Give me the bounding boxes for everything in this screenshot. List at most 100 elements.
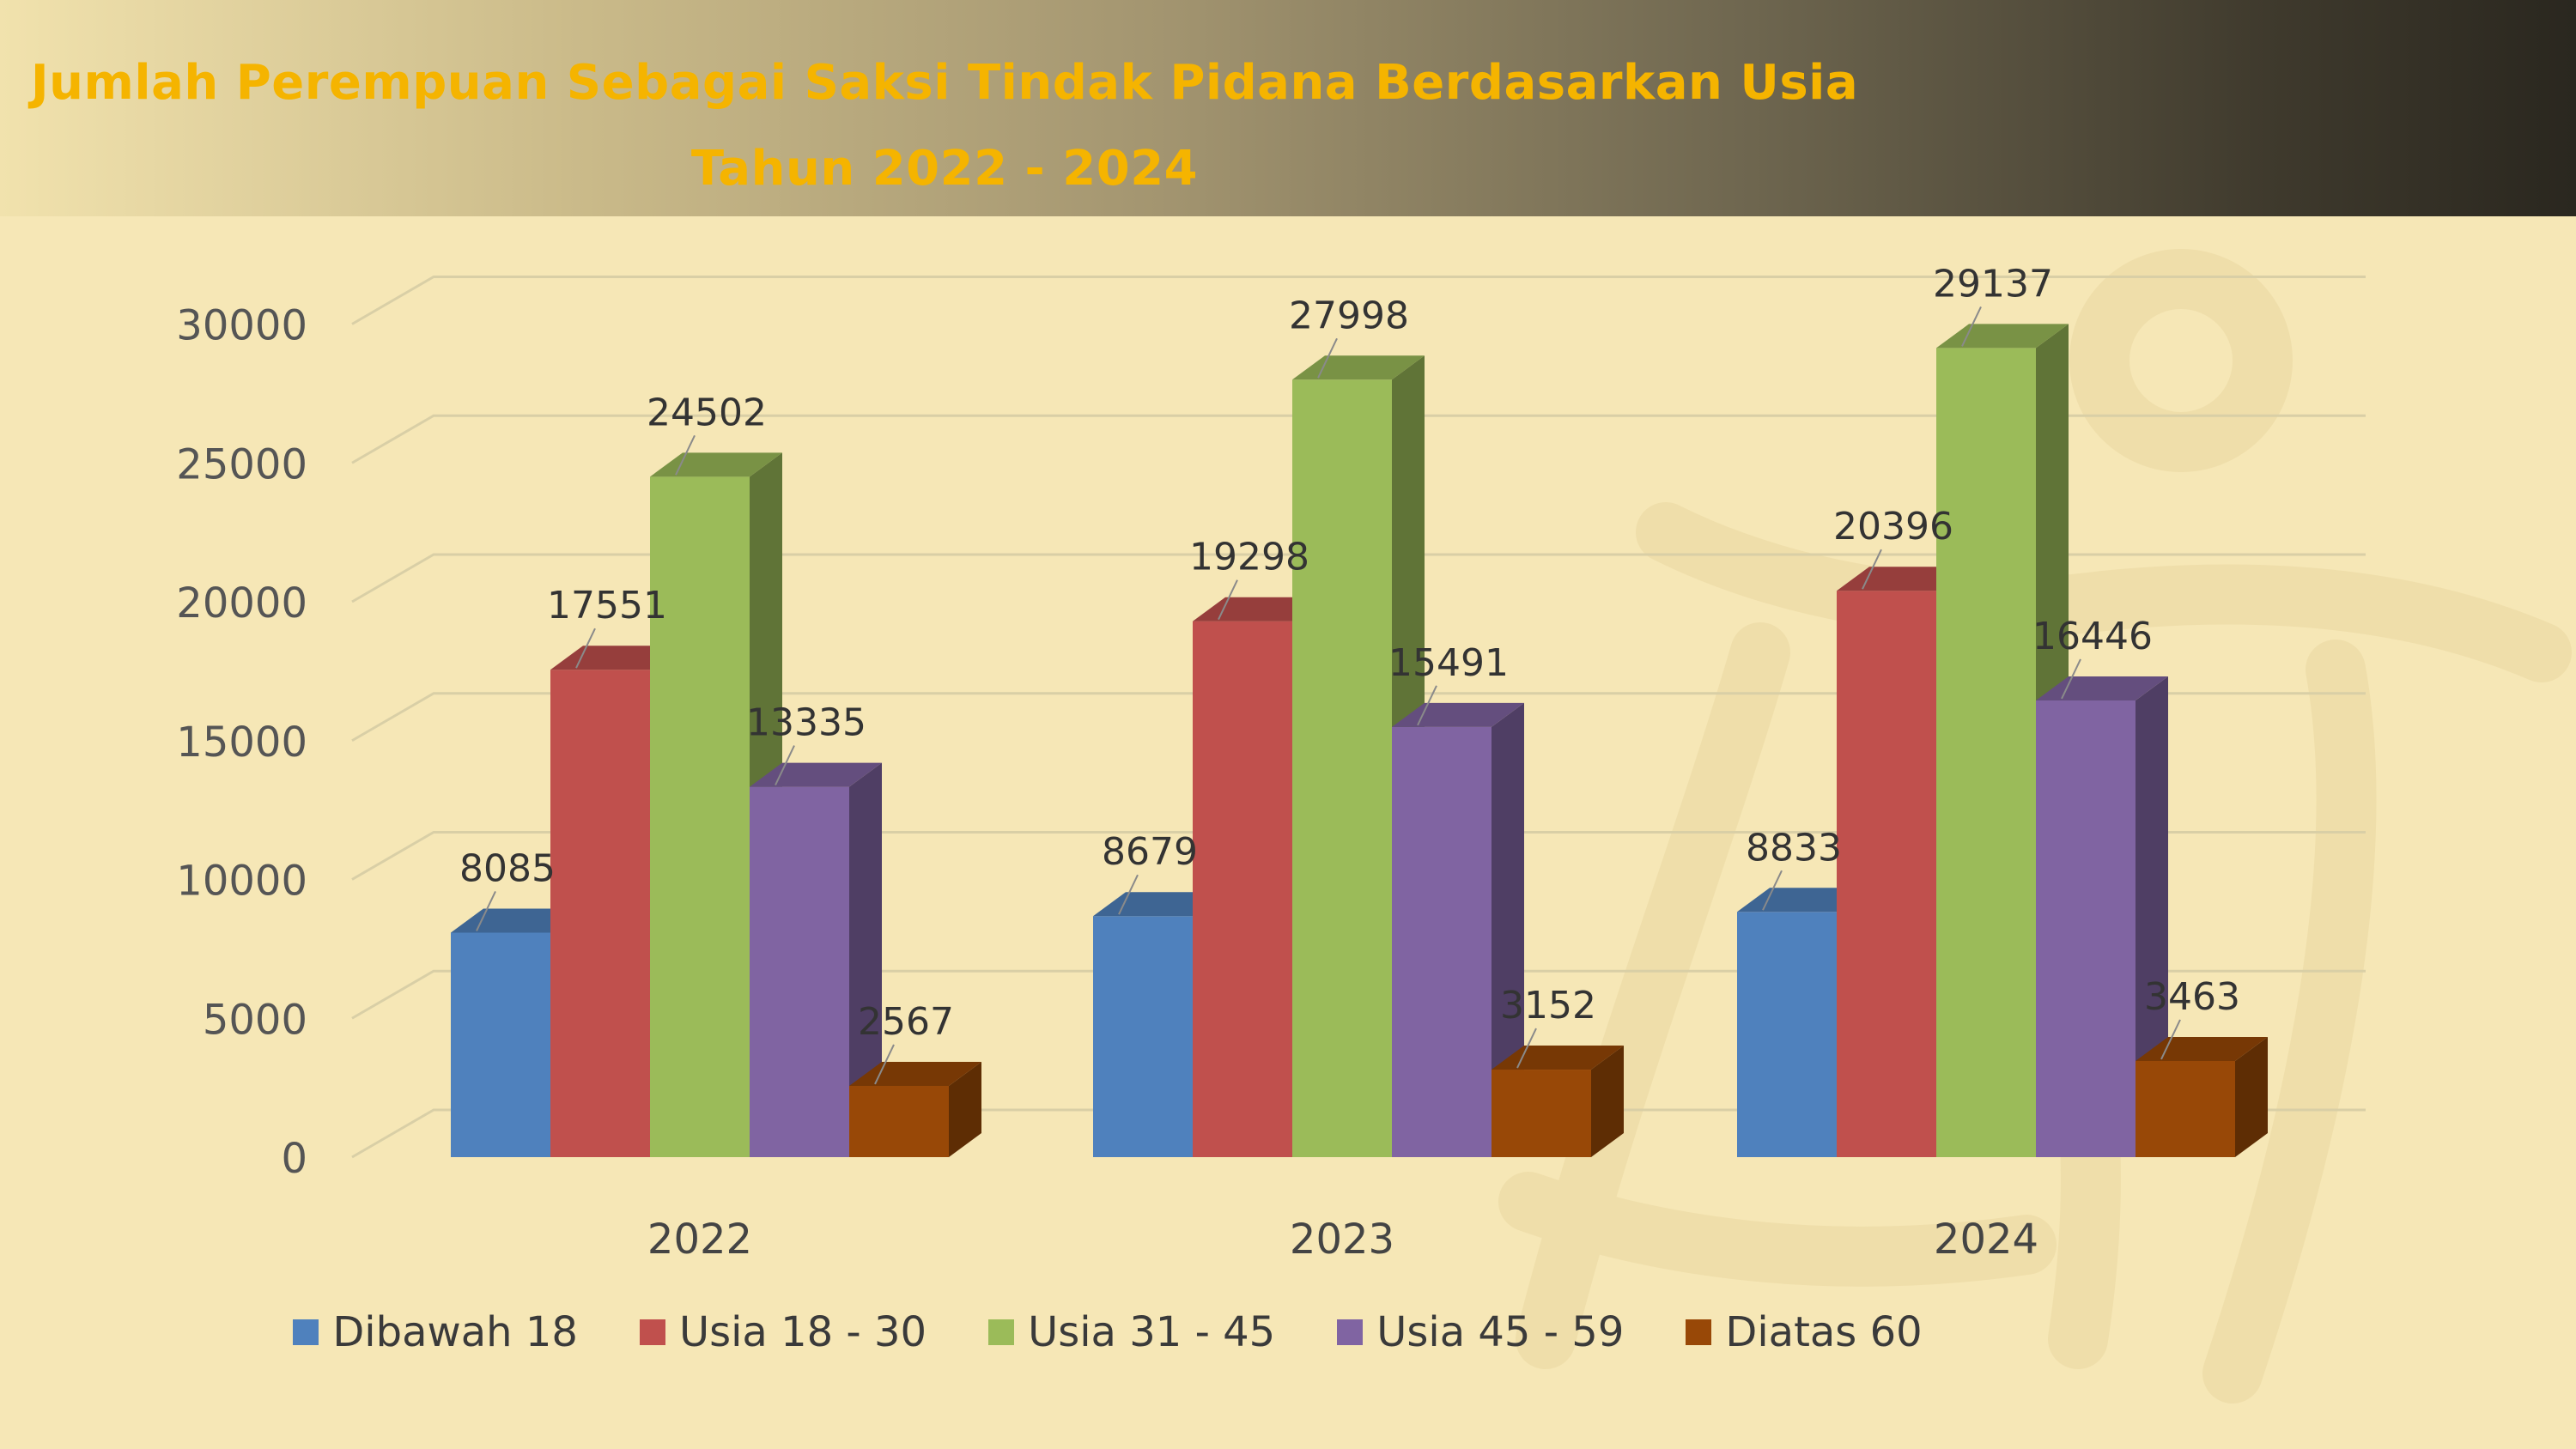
y-tick-label: 30000 bbox=[176, 302, 307, 350]
bar bbox=[2036, 676, 2168, 1157]
bar-front bbox=[451, 932, 550, 1157]
data-label-leader bbox=[775, 745, 795, 786]
grid-line bbox=[351, 276, 2366, 325]
y-tick-label: 25000 bbox=[176, 440, 307, 488]
bar bbox=[1392, 702, 1524, 1157]
data-label-leader bbox=[1118, 874, 1139, 915]
legend-label: Dibawah 18 bbox=[332, 1308, 578, 1356]
bar-side bbox=[849, 762, 882, 1157]
bar-front bbox=[1837, 591, 1936, 1157]
data-label: 8085 bbox=[459, 846, 556, 890]
data-label: 19298 bbox=[1189, 536, 1309, 579]
legend-label: Diatas 60 bbox=[1725, 1308, 1923, 1356]
y-axis: 0 5000 10000 15000 20000 25000 30000 bbox=[176, 302, 307, 1184]
grid-line bbox=[351, 831, 2366, 881]
bar-front bbox=[1737, 912, 1837, 1157]
data-label: 17551 bbox=[547, 584, 667, 627]
data-label: 8679 bbox=[1102, 830, 1198, 874]
bar-front bbox=[1392, 726, 1492, 1157]
bar-side bbox=[2235, 1036, 2268, 1157]
data-label-leader bbox=[2061, 658, 2081, 700]
legend-item: Usia 18 - 30 bbox=[639, 1308, 927, 1356]
y-tick-label: 20000 bbox=[176, 579, 307, 627]
chart-subtitle: Tahun 2022 - 2024 bbox=[690, 141, 1199, 197]
y-tick-label: 10000 bbox=[176, 858, 307, 906]
data-label-leader bbox=[1961, 306, 1982, 347]
y-tick-label: 0 bbox=[281, 1135, 307, 1183]
bar-side bbox=[1591, 1046, 1624, 1157]
legend-swatch bbox=[639, 1319, 665, 1345]
bar-side bbox=[1492, 702, 1524, 1157]
legend-item: Usia 31 - 45 bbox=[988, 1308, 1275, 1356]
bar-front bbox=[2136, 1060, 2235, 1157]
grid-line bbox=[351, 414, 2366, 464]
legend-swatch bbox=[293, 1319, 319, 1345]
data-label: 8833 bbox=[1746, 826, 1842, 870]
data-label-leader bbox=[1218, 579, 1238, 621]
bar-front bbox=[1292, 379, 1392, 1157]
data-label: 3463 bbox=[2144, 975, 2240, 1019]
legend-list: Dibawah 18 Usia 18 - 30 Usia 31 - 45 Usia 4… bbox=[293, 1308, 1923, 1356]
chart-header-band: Jumlah Perempuan Sebagai Saksi Tindak Pi… bbox=[0, 0, 2576, 216]
bars bbox=[451, 324, 2268, 1157]
bar-front bbox=[650, 476, 750, 1157]
legend-label: Usia 31 - 45 bbox=[1028, 1308, 1276, 1356]
data-label-leader bbox=[1317, 337, 1338, 379]
legend-swatch bbox=[988, 1319, 1015, 1345]
y-tick-label: 15000 bbox=[176, 718, 307, 767]
data-label: 3152 bbox=[1500, 984, 1596, 1028]
bar-side bbox=[949, 1061, 981, 1157]
x-tick-label: 2022 bbox=[647, 1216, 752, 1264]
data-label-leader bbox=[874, 1044, 895, 1085]
bar-front bbox=[1492, 1070, 1591, 1157]
data-label-leader bbox=[1862, 549, 1882, 590]
legend-item: Dibawah 18 bbox=[293, 1308, 578, 1356]
grid-line bbox=[351, 692, 2366, 743]
data-label: 13335 bbox=[746, 701, 866, 745]
bar bbox=[2136, 1036, 2268, 1157]
bar-front bbox=[2036, 700, 2136, 1157]
bar-front bbox=[1193, 621, 1292, 1157]
bar-front bbox=[550, 670, 650, 1157]
data-label-leader bbox=[575, 627, 596, 669]
data-label: 27998 bbox=[1289, 294, 1409, 337]
x-tick-label: 2024 bbox=[1934, 1216, 2038, 1264]
legend-item: Diatas 60 bbox=[1686, 1308, 1923, 1356]
data-label: 24502 bbox=[647, 391, 767, 434]
grid-line bbox=[351, 1108, 2366, 1159]
bar bbox=[1492, 1046, 1624, 1157]
bar-front bbox=[849, 1085, 949, 1157]
data-label-leader bbox=[675, 434, 696, 476]
x-tick-label: 2023 bbox=[1290, 1216, 1394, 1264]
data-label-leader bbox=[1516, 1028, 1537, 1069]
legend-swatch bbox=[1337, 1319, 1364, 1345]
data-labels: 8085 17551 24502 13335 2567 8679 19298 27998 154… bbox=[459, 262, 2240, 1085]
legend: Dibawah 18 Usia 18 - 30 Usia 31 - 45 Usia 4… bbox=[0, 1305, 2576, 1360]
data-label: 20396 bbox=[1833, 505, 1953, 549]
data-label-leader bbox=[476, 891, 496, 931]
data-label: 2567 bbox=[858, 1000, 954, 1044]
data-label-leader bbox=[2160, 1019, 2181, 1060]
legend-swatch bbox=[1686, 1319, 1712, 1345]
chart-title: Jumlah Perempuan Sebagai Saksi Tindak Pi… bbox=[30, 55, 1859, 111]
y-tick-label: 5000 bbox=[203, 996, 307, 1044]
bar-front bbox=[750, 786, 849, 1157]
grid-lines bbox=[351, 276, 2366, 1159]
bar-front bbox=[1936, 348, 2036, 1157]
data-label-leader bbox=[1762, 870, 1783, 911]
data-label: 15491 bbox=[1388, 641, 1509, 685]
x-axis: 2022 2023 2024 bbox=[647, 1216, 2038, 1264]
data-label: 29137 bbox=[1933, 262, 2053, 306]
legend-label: Usia 18 - 30 bbox=[678, 1308, 927, 1356]
data-label-leader bbox=[1417, 685, 1437, 726]
grid-line bbox=[351, 553, 2366, 603]
bar-front bbox=[1093, 916, 1193, 1157]
legend-item: Usia 45 - 59 bbox=[1337, 1308, 1624, 1356]
bar bbox=[849, 1061, 981, 1157]
data-label: 16446 bbox=[2032, 615, 2153, 658]
legend-label: Usia 45 - 59 bbox=[1376, 1308, 1625, 1356]
bar bbox=[750, 762, 882, 1157]
bar-side bbox=[2136, 676, 2168, 1157]
grid-line bbox=[351, 969, 2366, 1020]
